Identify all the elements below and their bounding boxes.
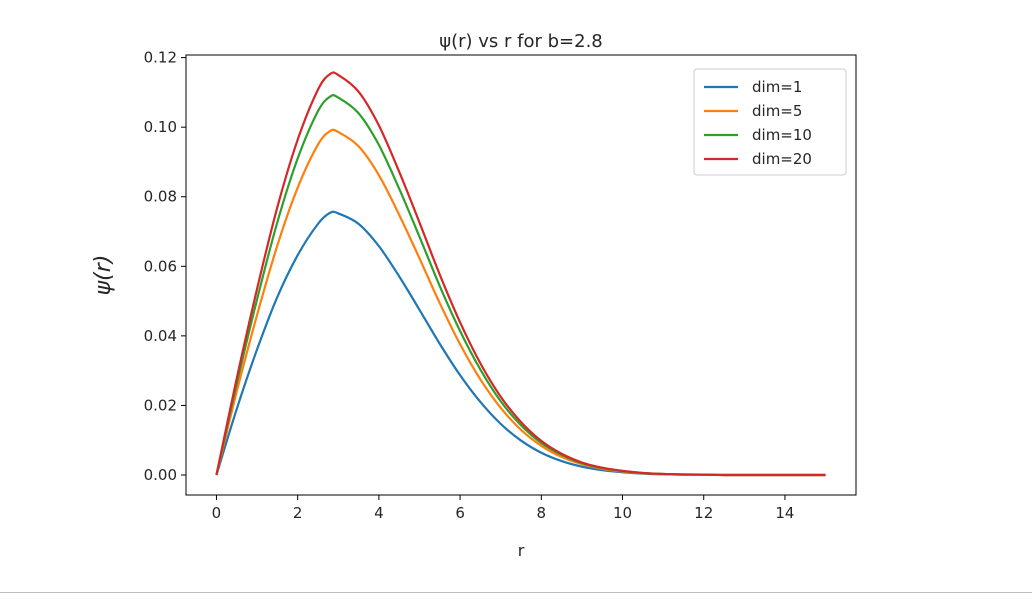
bottom-divider xyxy=(0,592,1032,593)
series-line-1 xyxy=(215,210,826,477)
y-axis-ticks: 0.00 0.02 0.04 0.06 0.08 0.10 0.12 xyxy=(144,49,186,484)
legend-label: dim=20 xyxy=(752,150,812,168)
series-line-4 xyxy=(215,71,826,477)
legend-label: dim=1 xyxy=(752,78,802,96)
series-lines xyxy=(215,71,826,477)
y-axis-label: ψ(r) xyxy=(91,255,116,296)
x-tick-label: 12 xyxy=(694,504,713,522)
y-tick-label: 0.00 xyxy=(144,466,177,484)
legend: dim=1 dim=5 dim=10 dim=20 xyxy=(693,68,847,176)
y-tick-label: 0.06 xyxy=(144,257,177,275)
x-axis-label: r xyxy=(518,541,525,560)
chart-title: ψ(r) vs r for b=2.8 xyxy=(439,31,603,52)
plot-frame xyxy=(185,54,857,496)
x-tick-label: 8 xyxy=(537,504,547,522)
y-tick-label: 0.10 xyxy=(144,118,177,136)
x-tick-label: 10 xyxy=(613,504,632,522)
x-tick-label: 2 xyxy=(293,504,303,522)
legend-box xyxy=(693,68,847,176)
y-tick-label: 0.04 xyxy=(144,327,177,345)
x-tick-label: 0 xyxy=(212,504,222,522)
x-tick-label: 6 xyxy=(455,504,465,522)
y-tick-label: 0.02 xyxy=(144,396,177,414)
y-tick-label: 0.08 xyxy=(144,188,177,206)
x-tick-label: 4 xyxy=(374,504,384,522)
y-tick-label: 0.12 xyxy=(144,49,177,67)
x-axis-ticks: 0 2 4 6 8 10 12 14 xyxy=(212,495,794,522)
legend-label: dim=10 xyxy=(752,126,812,144)
x-tick-label: 14 xyxy=(775,504,794,522)
legend-label: dim=5 xyxy=(752,102,802,120)
